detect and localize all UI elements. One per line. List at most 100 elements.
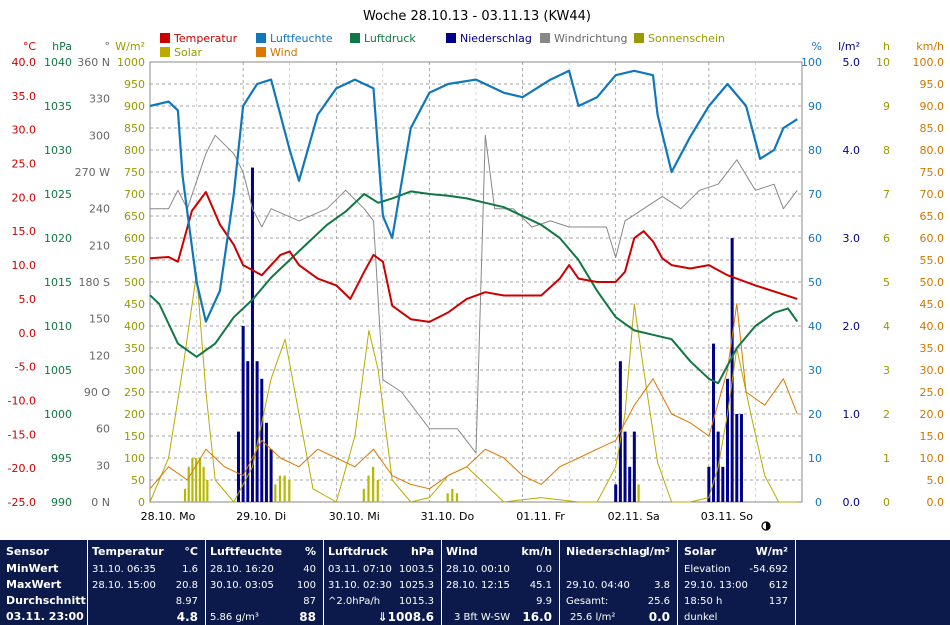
min-label: MinWert	[6, 562, 59, 575]
legend: Temperatur Luftfeuchte Luftdruck Niederschl…	[160, 32, 725, 59]
axis-unit: W/m²	[115, 40, 145, 53]
rain-total-label: Gesamt:	[566, 596, 609, 607]
axis-tick-label: 1020	[44, 232, 72, 245]
axis-tick-label: 60	[808, 232, 822, 245]
max-label: MaxWert	[6, 578, 62, 591]
axis-tick-label: 75.0	[920, 166, 945, 179]
sunshine-bar	[274, 484, 277, 502]
axis-tick-label: -25.0	[8, 496, 36, 509]
axis-tick-label: 200	[124, 408, 145, 421]
col-temperature: Temperatur °C 31.10. 06:35 1.6 28.10. 15…	[88, 540, 204, 625]
x-tick-label: 28.10. Mo	[141, 510, 196, 523]
axis-tick-label: 20.0	[920, 408, 945, 421]
axis-tick-label: 650	[124, 210, 145, 223]
sunshine-bar	[187, 466, 190, 502]
series-temperatur-line	[149, 191, 798, 323]
rain-total-value: 25.6	[647, 596, 670, 607]
rain-bar	[623, 431, 627, 502]
axis-tick-label: 7	[883, 188, 890, 201]
axis-tick-label: 30.0	[920, 364, 945, 377]
axis-tick-label: 900	[124, 100, 145, 113]
sunshine-bar	[195, 458, 198, 502]
axis-tick-label: 80.0	[920, 144, 945, 157]
sunshine-bar	[451, 488, 454, 502]
press-max-time: 31.10. 02:30	[328, 580, 392, 591]
rain-bar	[236, 431, 240, 502]
axis-tick-label: 10	[876, 56, 890, 69]
rain-bar	[721, 466, 725, 502]
axis-tick-label: 9	[883, 100, 890, 113]
axis-tick-label: 0.0	[927, 496, 945, 509]
axis-tick-label: 2.0	[843, 320, 861, 333]
press-header: Luftdruck	[328, 545, 388, 558]
axis-tick-label: 100.0	[913, 56, 945, 69]
press-min-value: 1003.5	[399, 564, 434, 575]
axis-tick-label: 40.0	[12, 56, 37, 69]
axis-tick-label: 50.0	[920, 276, 945, 289]
legend-label: Luftdruck	[364, 32, 416, 45]
axis-tick-label: 1025	[44, 188, 72, 201]
axis-tick-label: 550	[124, 254, 145, 267]
rain-bar	[614, 484, 618, 502]
solar-unit: W/m²	[755, 545, 788, 558]
rain-header: Niederschlag	[566, 545, 648, 558]
axis-tick-label: 120	[89, 349, 110, 362]
axis-unit: km/h	[916, 40, 944, 53]
wind-min-time: 28.10. 00:10	[446, 564, 510, 575]
axis-tick-label: 30	[808, 364, 822, 377]
temp-max-time: 28.10. 15:00	[92, 580, 156, 591]
rain-bar	[739, 414, 743, 502]
x-tick-label: 03.11. So	[701, 510, 753, 523]
axis-tick-label: 100	[124, 452, 145, 465]
wind-header: Wind	[446, 545, 478, 558]
wind-now-value: 16.0	[522, 610, 552, 624]
sunshine-bar	[372, 466, 375, 502]
wind-max-value: 45.1	[529, 580, 552, 591]
rain-max-time: 29.10. 04:40	[566, 580, 630, 591]
axis-tick-label: 30.0	[12, 124, 37, 137]
temp-max-value: 20.8	[175, 580, 198, 591]
axis-tick-label: 450	[124, 298, 145, 311]
axis-tick-label: 20.0	[12, 191, 37, 204]
sunshine-bar	[278, 475, 282, 502]
legend-item: Solar	[160, 46, 203, 59]
axis-tick-label: 300	[89, 129, 110, 142]
axis-unit: hPa	[52, 40, 72, 53]
axis-tick-label: 25.0	[920, 386, 945, 399]
sunshine-bar	[202, 466, 205, 502]
axis-tick-label: 90	[808, 100, 822, 113]
solar-state-label: dunkel	[684, 612, 718, 623]
legend-item: Luftfeuchte	[256, 32, 333, 45]
axis-tick-label: 5.0	[843, 56, 861, 69]
sunshine-bar	[376, 480, 379, 502]
sunshine-bar	[446, 493, 449, 502]
axis-unit: °C	[23, 40, 37, 53]
rain-bar	[241, 326, 245, 502]
rain-max-value: 3.8	[654, 580, 670, 591]
legend-label: Wind	[270, 46, 298, 59]
rain-bar	[255, 361, 259, 502]
press-trend-label: ^2.0hPa/h	[328, 596, 381, 607]
axis-tick-label: 0	[815, 496, 822, 509]
temp-min-time: 31.10. 06:35	[92, 564, 156, 575]
axis-tick-label: 2	[883, 408, 890, 421]
axis-tick-label: 90.0	[920, 100, 945, 113]
legend-item: Niederschlag	[446, 32, 532, 45]
axis-tick-label: 6	[883, 232, 890, 245]
sunshine-bar	[455, 493, 459, 502]
temp-header: Temperatur	[92, 545, 164, 558]
axis-tick-label: 1010	[44, 320, 72, 333]
sensor-header: Sensor	[6, 545, 49, 558]
rain-bar	[725, 378, 729, 502]
axis-tick-label: 1005	[44, 364, 72, 377]
solar-max-value: 612	[768, 580, 788, 591]
axis-tick-label: 0.0	[19, 327, 37, 340]
legend-swatch	[256, 33, 266, 43]
wind-unit: km/h	[521, 545, 552, 558]
legend-swatch	[160, 47, 170, 57]
axis-tick-label: 330	[89, 93, 110, 106]
wind-avg-value: 9.9	[536, 596, 552, 607]
axis-tick-label: 700	[124, 188, 145, 201]
x-tick-label: 30.10. Mi	[329, 510, 380, 523]
axis-tick-label: 990	[51, 496, 72, 509]
